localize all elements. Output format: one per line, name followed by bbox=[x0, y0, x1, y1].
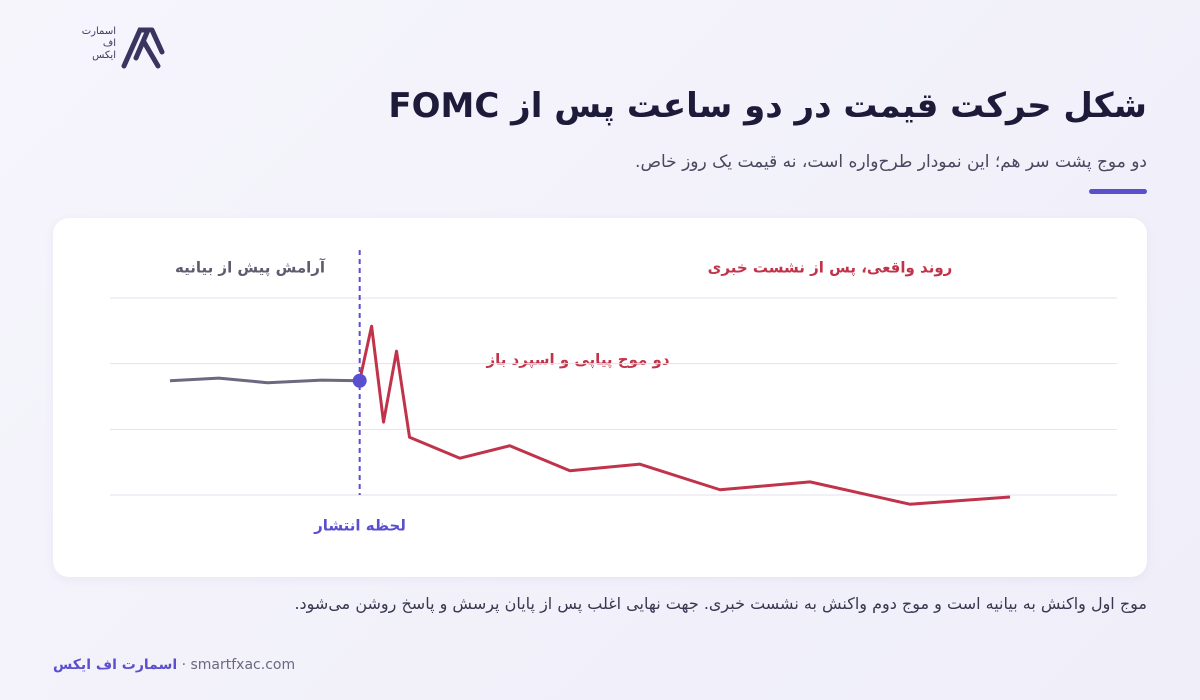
annotation: دو موج پیاپی و اسپرد باز bbox=[485, 351, 669, 370]
subtitle: دو موج پشت سر هم؛ این نمودار طرح‌واره اس… bbox=[635, 152, 1147, 172]
series-line bbox=[358, 324, 1011, 506]
logo-text: اف bbox=[102, 38, 116, 49]
annotation: روند واقعی، پس از نشست خبری bbox=[708, 259, 953, 278]
annotation: آرامش پیش از بیانیه bbox=[175, 259, 326, 278]
series-line bbox=[169, 376, 360, 385]
chart-card bbox=[53, 218, 1147, 577]
footer-brand: اسمارت اف ایکس bbox=[53, 657, 178, 673]
title: شکل حرکت قیمت در دو ساعت پس از FOMC bbox=[388, 86, 1147, 126]
footer-url: smartfxac.com bbox=[190, 657, 296, 673]
logo-text: ایکس bbox=[92, 50, 116, 61]
footer: اسمارت اف ایکس · smartfxac.com bbox=[53, 657, 296, 673]
logo-text: اسمارت bbox=[81, 26, 116, 37]
annotation: لحظه انتشار bbox=[313, 517, 406, 535]
caption: موج اول واکنش به بیانیه است و موج دوم وا… bbox=[294, 594, 1147, 613]
logo-mark bbox=[121, 27, 165, 69]
accent-bar bbox=[1089, 189, 1147, 194]
event-marker bbox=[352, 373, 367, 388]
logo: اسمارت اف ایکس bbox=[76, 26, 116, 62]
